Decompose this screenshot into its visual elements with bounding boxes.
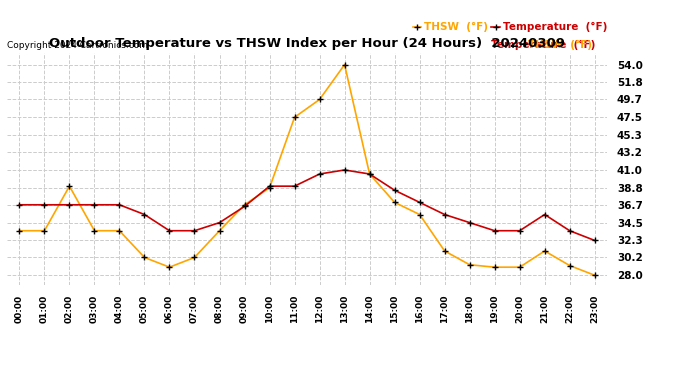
Text: Temperature  (°F): Temperature (°F): [491, 40, 595, 50]
Legend: THSW  (°F), Temperature  (°F): THSW (°F), Temperature (°F): [413, 22, 607, 32]
Title: Outdoor Temperature vs THSW Index per Hour (24 Hours)  20240309: Outdoor Temperature vs THSW Index per Ho…: [49, 37, 565, 50]
Text: Copyright 2024 Cartronics.com: Copyright 2024 Cartronics.com: [7, 41, 148, 50]
Text: THSW  (°F): THSW (°F): [528, 40, 595, 50]
